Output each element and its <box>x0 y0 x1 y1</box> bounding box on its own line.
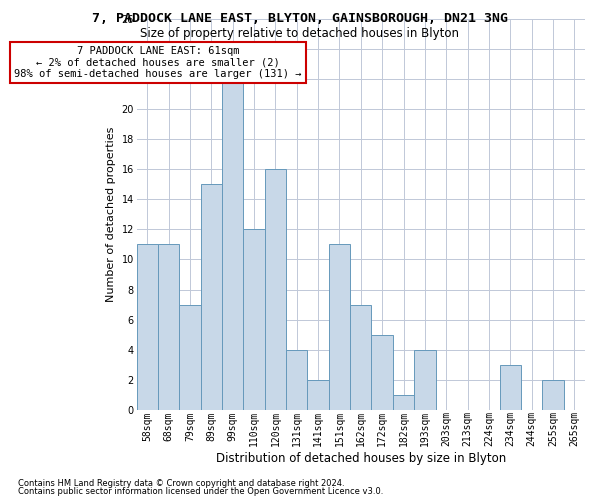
Bar <box>158 244 179 410</box>
Bar <box>179 304 200 410</box>
Text: Contains HM Land Registry data © Crown copyright and database right 2024.: Contains HM Land Registry data © Crown c… <box>18 478 344 488</box>
X-axis label: Distribution of detached houses by size in Blyton: Distribution of detached houses by size … <box>215 452 506 465</box>
Text: Size of property relative to detached houses in Blyton: Size of property relative to detached ho… <box>140 28 460 40</box>
Bar <box>350 304 371 410</box>
Bar <box>307 380 329 410</box>
Bar <box>200 184 222 410</box>
Bar <box>222 79 244 410</box>
Bar <box>414 350 436 410</box>
Text: 7, PADDOCK LANE EAST, BLYTON, GAINSBOROUGH, DN21 3NG: 7, PADDOCK LANE EAST, BLYTON, GAINSBOROU… <box>92 12 508 26</box>
Bar <box>542 380 563 410</box>
Y-axis label: Number of detached properties: Number of detached properties <box>106 126 116 302</box>
Text: Contains public sector information licensed under the Open Government Licence v3: Contains public sector information licen… <box>18 487 383 496</box>
Bar <box>371 334 393 410</box>
Bar <box>393 395 414 410</box>
Bar <box>500 364 521 410</box>
Bar <box>286 350 307 410</box>
Bar <box>265 170 286 410</box>
Bar <box>244 230 265 410</box>
Text: 7 PADDOCK LANE EAST: 61sqm
← 2% of detached houses are smaller (2)
98% of semi-d: 7 PADDOCK LANE EAST: 61sqm ← 2% of detac… <box>14 46 302 80</box>
Bar <box>329 244 350 410</box>
Bar <box>137 244 158 410</box>
